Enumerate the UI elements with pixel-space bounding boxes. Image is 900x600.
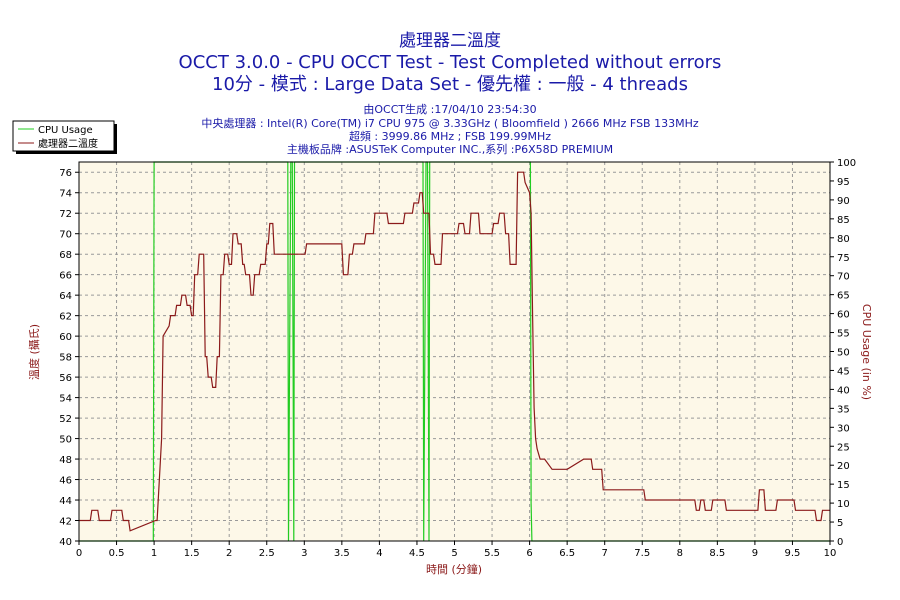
- y-tick-label: 54: [59, 394, 72, 405]
- x-tick-label: 0.5: [109, 548, 125, 559]
- x-tick-label: 4: [376, 548, 382, 559]
- y2-tick-label: 95: [837, 177, 850, 188]
- y-tick-label: 74: [59, 189, 72, 200]
- legend-label-cpu-usage: CPU Usage: [38, 125, 93, 136]
- info-motherboard: 主機板品牌 :ASUSTeK Computer INC.,系列 :P6X58D …: [287, 142, 613, 156]
- y-tick-label: 52: [59, 414, 72, 425]
- x-tick-label: 6.5: [559, 548, 575, 559]
- y2-axis-ticks: 0 5 10 15 20 25 30 35 40 45 50 55 60 65 70 75 80 85 90 95 10…: [830, 158, 856, 548]
- y2-tick-label: 85: [837, 215, 850, 226]
- y2-tick-label: 100: [837, 158, 856, 169]
- y2-tick-label: 25: [837, 442, 850, 453]
- y-tick-label: 60: [59, 332, 72, 343]
- y2-tick-label: 50: [837, 348, 850, 359]
- x-tick-label: 3.5: [334, 548, 350, 559]
- series-temperature-line: [79, 171, 830, 532]
- x-tick-label: 4.5: [409, 548, 425, 559]
- y2-tick-label: 65: [837, 291, 850, 302]
- info-cpu: 中央處理器 : Intel(R) Core(TM) i7 CPU 975 @ 3…: [201, 116, 699, 130]
- x-tick-label: 8: [677, 548, 683, 559]
- y2-tick-label: 75: [837, 253, 850, 264]
- x-tick-label: 6: [526, 548, 532, 559]
- x-axis-title: 時間 (分鐘): [426, 562, 482, 576]
- y2-tick-label: 35: [837, 404, 850, 415]
- chart-title-3: 10分 - 模式 : Large Data Set - 優先權 : 一般 - 4…: [212, 74, 688, 95]
- x-tick-label: 0: [76, 548, 82, 559]
- x-tick-label: 1.5: [184, 548, 200, 559]
- x-tick-label: 3: [301, 548, 307, 559]
- legend-label-temperature: 處理器二溫度: [38, 137, 98, 150]
- y2-tick-label: 20: [837, 461, 850, 472]
- info-overclock: 超頻 : 3999.86 MHz ; FSB 199.99MHz: [349, 129, 551, 143]
- x-tick-label: 5.5: [484, 548, 500, 559]
- y-tick-label: 70: [59, 230, 72, 241]
- y-tick-label: 68: [59, 250, 72, 261]
- x-tick-label: 10: [824, 548, 837, 559]
- y2-tick-label: 0: [837, 537, 843, 548]
- y2-tick-label: 80: [837, 234, 850, 245]
- y2-tick-label: 70: [837, 272, 850, 283]
- y-tick-label: 48: [59, 455, 72, 466]
- info-generated: 由OCCT生成 :17/04/10 23:54:30: [363, 102, 536, 116]
- y-tick-label: 56: [59, 373, 72, 384]
- y2-axis-title: CPU Usage (in %): [860, 304, 873, 400]
- y-tick-label: 64: [59, 291, 72, 302]
- x-tick-label: 2.5: [259, 548, 275, 559]
- legend: CPU Usage 處理器二溫度: [12, 120, 117, 154]
- x-axis-ticks: 0 0.5 1 1.5 2 2.5 3 3.5 4 4.5 5 5.5 6 6.5 7 7.5 8 8.5 9 9.5…: [76, 541, 837, 559]
- y-tick-label: 76: [59, 168, 72, 179]
- y2-tick-label: 60: [837, 310, 850, 321]
- y-tick-label: 42: [59, 517, 72, 528]
- chart-title-2: OCCT 3.0.0 - CPU OCCT Test - Test Comple…: [179, 52, 722, 73]
- grid: [79, 162, 830, 541]
- y2-tick-label: 15: [837, 480, 850, 491]
- x-tick-label: 9.5: [784, 548, 800, 559]
- y-axis-title: 溫度 (攝氏): [27, 324, 41, 380]
- y-tick-label: 46: [59, 476, 72, 487]
- y2-tick-label: 55: [837, 329, 850, 340]
- legend-box: [12, 120, 115, 152]
- y2-tick-label: 40: [837, 385, 850, 396]
- x-tick-label: 2: [226, 548, 232, 559]
- y-tick-label: 50: [59, 435, 72, 446]
- y-tick-label: 66: [59, 271, 72, 282]
- y2-tick-label: 10: [837, 499, 850, 510]
- y2-tick-label: 45: [837, 366, 850, 377]
- y2-tick-label: 90: [837, 196, 850, 207]
- y-tick-label: 58: [59, 353, 72, 364]
- chart-title-1: 處理器二溫度: [399, 31, 501, 51]
- x-tick-label: 5: [451, 548, 457, 559]
- y2-tick-label: 30: [837, 423, 850, 434]
- x-tick-label: 7.5: [634, 548, 650, 559]
- y-tick-label: 72: [59, 209, 72, 220]
- y-tick-label: 40: [59, 537, 72, 548]
- x-tick-label: 7: [602, 548, 608, 559]
- plot-area: [79, 162, 830, 541]
- y-tick-label: 62: [59, 312, 72, 323]
- x-tick-label: 1: [151, 548, 157, 559]
- y-tick-label: 44: [59, 496, 72, 507]
- y2-tick-label: 5: [837, 518, 843, 529]
- x-tick-label: 9: [752, 548, 758, 559]
- y-axis-ticks: 40 42 44 46 48 50 52 54 56 58 60 62 64 66 68 70 72 74 76: [59, 168, 79, 548]
- x-tick-label: 8.5: [709, 548, 725, 559]
